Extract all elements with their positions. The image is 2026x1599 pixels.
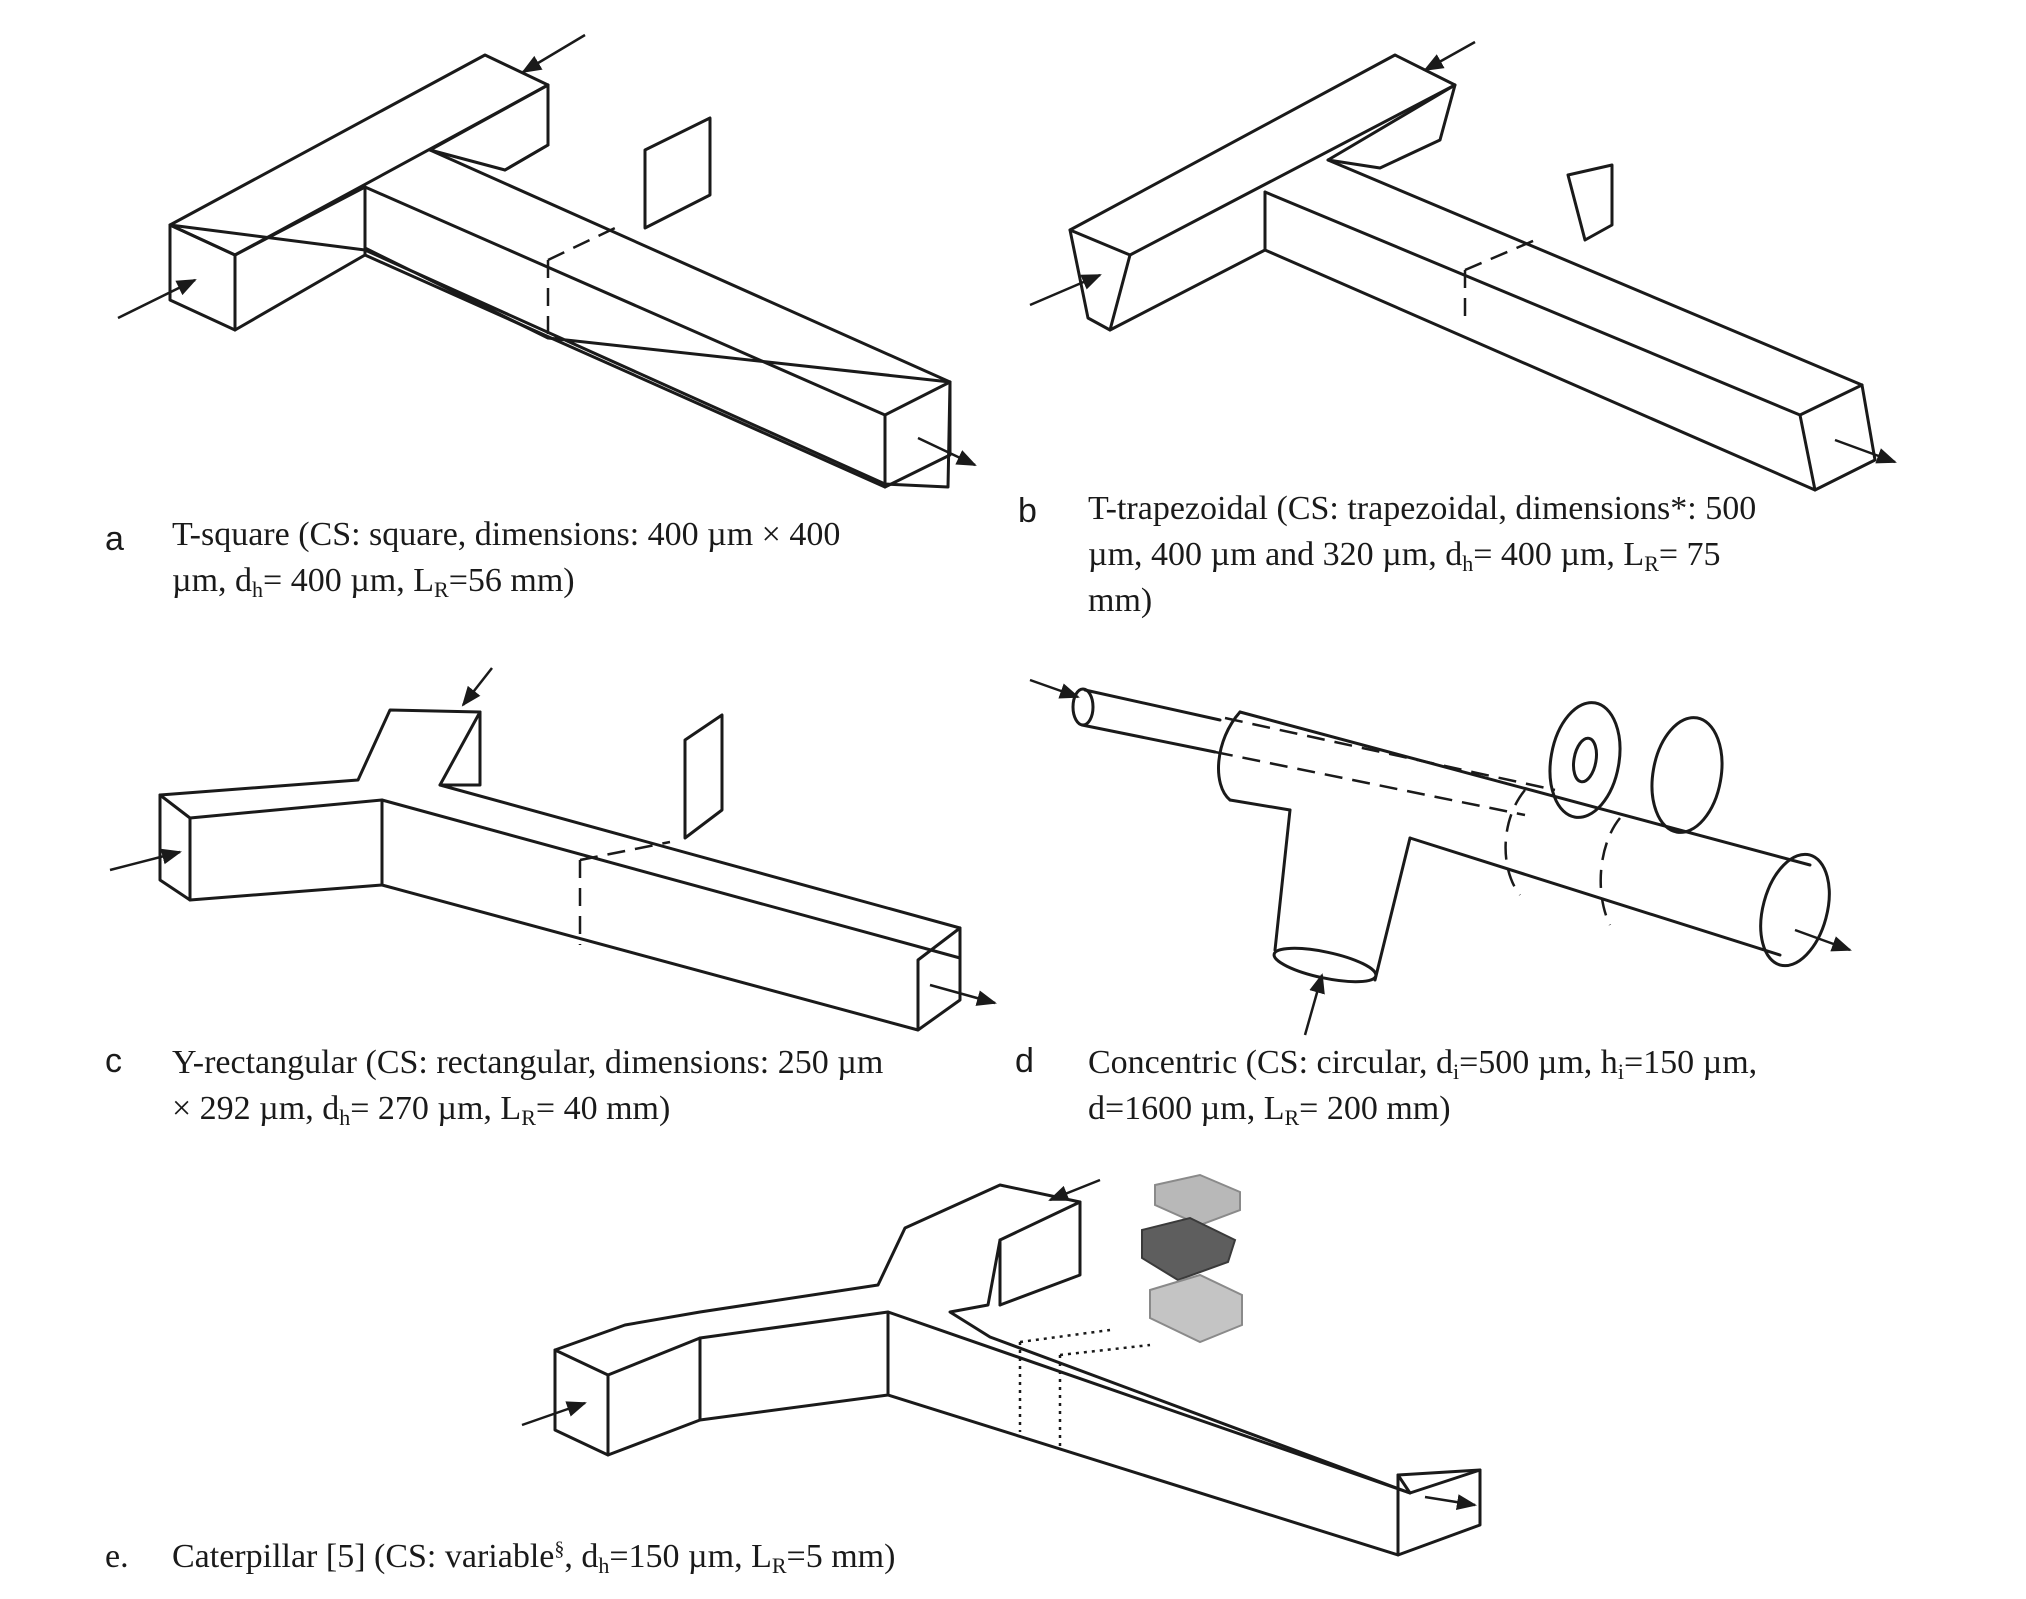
t-trapezoidal-diagram (1029, 40, 1897, 492)
panel-a-caption: T-square (CS: square, dimensions: 400 µm… (172, 512, 840, 604)
panel-d-caption-line2: d=1600 µm, LR= 200 mm) (1088, 1090, 1451, 1130)
y-rectangular-diagram (109, 667, 997, 1032)
panel-c-caption: Y-rectangular (CS: rectangular, dimensio… (172, 1040, 883, 1132)
panel-b-caption-line3: mm) (1088, 582, 1153, 619)
caterpillar-diagram (521, 1173, 1482, 1557)
panel-a-caption-line2: µm, dh= 400 µm, LR=56 mm) (172, 562, 575, 602)
panel-d-letter: d (1015, 1042, 1034, 1080)
concentric-diagram (1029, 678, 1852, 1036)
panel-e-letter: e. (105, 1538, 129, 1575)
panel-b-caption-line1: T-trapezoidal (CS: trapezoidal, dimensio… (1088, 490, 1757, 527)
panel-c-caption-line1: Y-rectangular (CS: rectangular, dimensio… (172, 1044, 884, 1081)
panel-a-caption-line1: T-square (CS: square, dimensions: 400 µm… (172, 516, 841, 553)
panel-e-caption-line1: Caterpillar [5] (CS: variable§, dh=150 µ… (172, 1538, 896, 1578)
panel-d-caption-line1: Concentric (CS: circular, di=500 µm, hi=… (1088, 1044, 1758, 1084)
panel-a-letter: a (105, 520, 124, 558)
panel-b-caption: T-trapezoidal (CS: trapezoidal, dimensio… (1088, 486, 1756, 624)
panel-b-caption-line2: µm, 400 µm and 320 µm, dh= 400 µm, LR= 7… (1088, 536, 1721, 576)
panel-e-caption: Caterpillar [5] (CS: variable§, dh=150 µ… (172, 1534, 895, 1580)
panel-c-caption-line2: × 292 µm, dh= 270 µm, LR= 40 mm) (172, 1090, 671, 1130)
panel-d-caption: Concentric (CS: circular, di=500 µm, hi=… (1088, 1040, 1757, 1132)
panel-b-letter: b (1018, 492, 1037, 530)
t-square-diagram (117, 33, 977, 489)
caterpillar-element-icon (1141, 1173, 1243, 1344)
panel-c-letter: c (105, 1042, 122, 1080)
